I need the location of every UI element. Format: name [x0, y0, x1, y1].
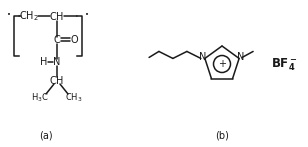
Text: (b): (b)	[215, 130, 229, 140]
Text: $\mathregular{CH}$: $\mathregular{CH}$	[49, 74, 65, 86]
Text: N: N	[199, 52, 207, 62]
Text: $\mathregular{CH_3}$: $\mathregular{CH_3}$	[65, 92, 83, 104]
Text: N: N	[237, 52, 245, 62]
Text: +: +	[218, 59, 226, 69]
Text: $\mathregular{CH_2}$: $\mathregular{CH_2}$	[19, 9, 39, 23]
Text: $\mathregular{CH}$: $\mathregular{CH}$	[49, 10, 65, 22]
Text: $\mathregular{H_3C}$: $\mathregular{H_3C}$	[31, 92, 49, 104]
Text: $\mathbf{BF_4^-}$: $\mathbf{BF_4^-}$	[271, 57, 298, 73]
Text: •: •	[7, 12, 11, 18]
Text: (a): (a)	[39, 130, 53, 140]
Text: O: O	[70, 35, 78, 45]
Text: C: C	[54, 35, 60, 45]
Text: •: •	[85, 12, 89, 18]
Text: N: N	[53, 57, 61, 67]
Text: H: H	[40, 57, 48, 67]
